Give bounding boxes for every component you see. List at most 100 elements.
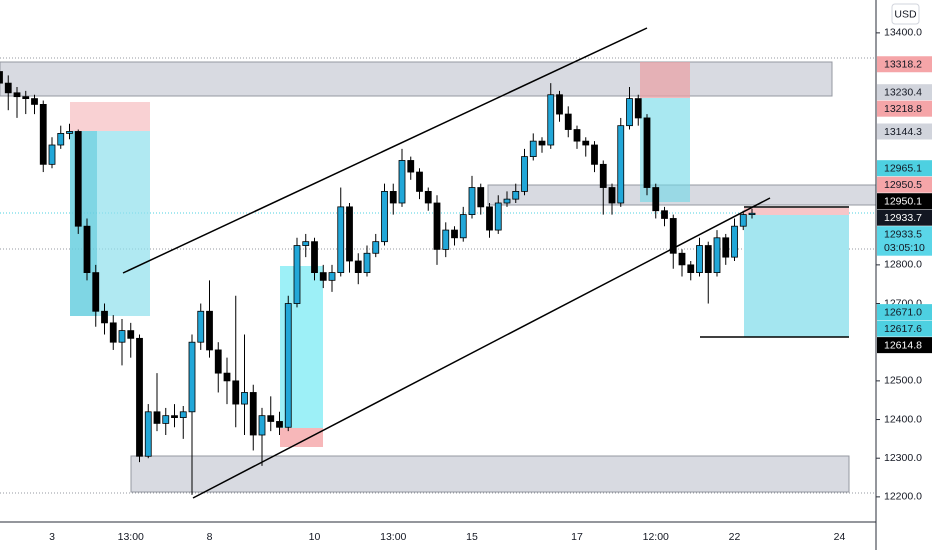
price-badge-label: 13318.2 <box>884 59 922 71</box>
candle-body <box>162 415 170 424</box>
candle-body <box>521 156 528 192</box>
y-tick-label: 12200.0 <box>884 491 922 503</box>
price-badge <box>877 176 932 193</box>
currency-box[interactable] <box>891 3 920 25</box>
candle-body <box>696 245 703 274</box>
x-tick-label: 24 <box>834 531 846 543</box>
candle-body <box>328 272 336 281</box>
candle-body <box>293 245 301 304</box>
candle-body <box>503 198 511 204</box>
trend-line <box>122 27 648 274</box>
trend-line <box>192 197 771 499</box>
candle-body <box>713 237 721 274</box>
price-badge <box>877 209 932 226</box>
candle-body <box>389 190 397 204</box>
candle-body <box>433 202 441 250</box>
candle-body <box>232 380 240 405</box>
candle-body <box>626 98 633 127</box>
candle-body <box>31 98 38 105</box>
candle-body <box>748 212 756 216</box>
y-tick-label: 12500.0 <box>884 375 922 387</box>
stop-box <box>280 428 323 447</box>
candle-body <box>153 411 161 424</box>
candles <box>0 71 756 495</box>
price-badge-label: 13144.3 <box>884 126 922 138</box>
candle-body <box>92 272 100 312</box>
candle-body <box>617 125 625 204</box>
price-badge <box>877 100 932 117</box>
price-badge-label: 12950.5 <box>884 179 922 191</box>
candle-body <box>372 241 380 254</box>
candle-body <box>512 190 520 200</box>
candle-body <box>494 202 502 231</box>
price-badge-label: 13218.8 <box>884 103 922 115</box>
candle-body <box>118 330 126 343</box>
candle-body <box>591 144 598 165</box>
x-tick-label: 13:00 <box>118 531 144 543</box>
candle-body <box>346 206 353 262</box>
zone <box>130 455 850 493</box>
candle-body <box>57 132 65 146</box>
candle-body <box>643 117 651 188</box>
y-tick-label: 12800.0 <box>884 259 922 271</box>
stop-box <box>744 208 849 215</box>
candle-body <box>144 411 152 457</box>
candle-body <box>381 190 388 243</box>
price-badge-label: 12671.0 <box>884 306 922 318</box>
y-tick-label: 12400.0 <box>884 413 922 425</box>
candle-body <box>197 310 205 343</box>
price-badge <box>877 337 932 354</box>
candle-body <box>547 94 555 146</box>
candle-body <box>442 229 450 250</box>
price-badge-label: 12614.8 <box>884 339 922 351</box>
candle-body <box>739 214 747 227</box>
price-badge-label: 13230.4 <box>884 86 922 98</box>
candle-body <box>249 392 257 436</box>
x-tick-label: 10 <box>309 531 321 543</box>
x-tick-label: 8 <box>207 531 213 543</box>
price-badge <box>877 84 932 101</box>
candle-body <box>83 225 91 273</box>
candle-body <box>284 303 292 428</box>
price-badge <box>877 56 932 73</box>
candle-body <box>22 96 30 99</box>
candle-body <box>319 272 327 281</box>
candle-body <box>459 214 467 239</box>
y-tick-label: 13400.0 <box>884 27 922 39</box>
candle-body <box>407 160 415 173</box>
candle-body <box>206 310 213 351</box>
candle-body <box>188 341 196 413</box>
candle-body <box>687 264 695 274</box>
currency[interactable]: USD <box>894 8 917 20</box>
candle-body <box>556 94 563 115</box>
price-badge <box>877 160 932 177</box>
y-axis-panel <box>876 0 932 550</box>
candle-body <box>669 218 677 254</box>
price-badge <box>877 123 932 140</box>
candle-body <box>127 330 135 339</box>
candle-body <box>704 245 712 274</box>
candle-body <box>468 187 476 216</box>
candle-body <box>109 322 117 343</box>
candle-body <box>398 160 406 204</box>
candle-body <box>661 210 668 219</box>
price-badge-label: 12933.7 <box>884 212 922 224</box>
candle-body <box>258 415 266 436</box>
stop-box <box>640 62 690 98</box>
y-tick-label: 12300.0 <box>884 452 922 464</box>
x-tick-label: 12:00 <box>643 531 669 543</box>
zone <box>0 61 833 97</box>
price-badge-label: 12950.1 <box>884 195 922 207</box>
x-tick-label: 17 <box>571 531 583 543</box>
candle-body <box>13 92 21 98</box>
stop-box <box>70 102 150 131</box>
candle-body <box>363 252 371 273</box>
candle-body <box>241 392 248 405</box>
candle-body <box>722 237 730 258</box>
price-badge <box>877 193 932 210</box>
candle-body <box>634 98 642 119</box>
candle-body <box>538 140 546 146</box>
x-tick-label: 13:00 <box>380 531 406 543</box>
candle-body <box>416 171 423 192</box>
candle-body <box>223 372 231 382</box>
